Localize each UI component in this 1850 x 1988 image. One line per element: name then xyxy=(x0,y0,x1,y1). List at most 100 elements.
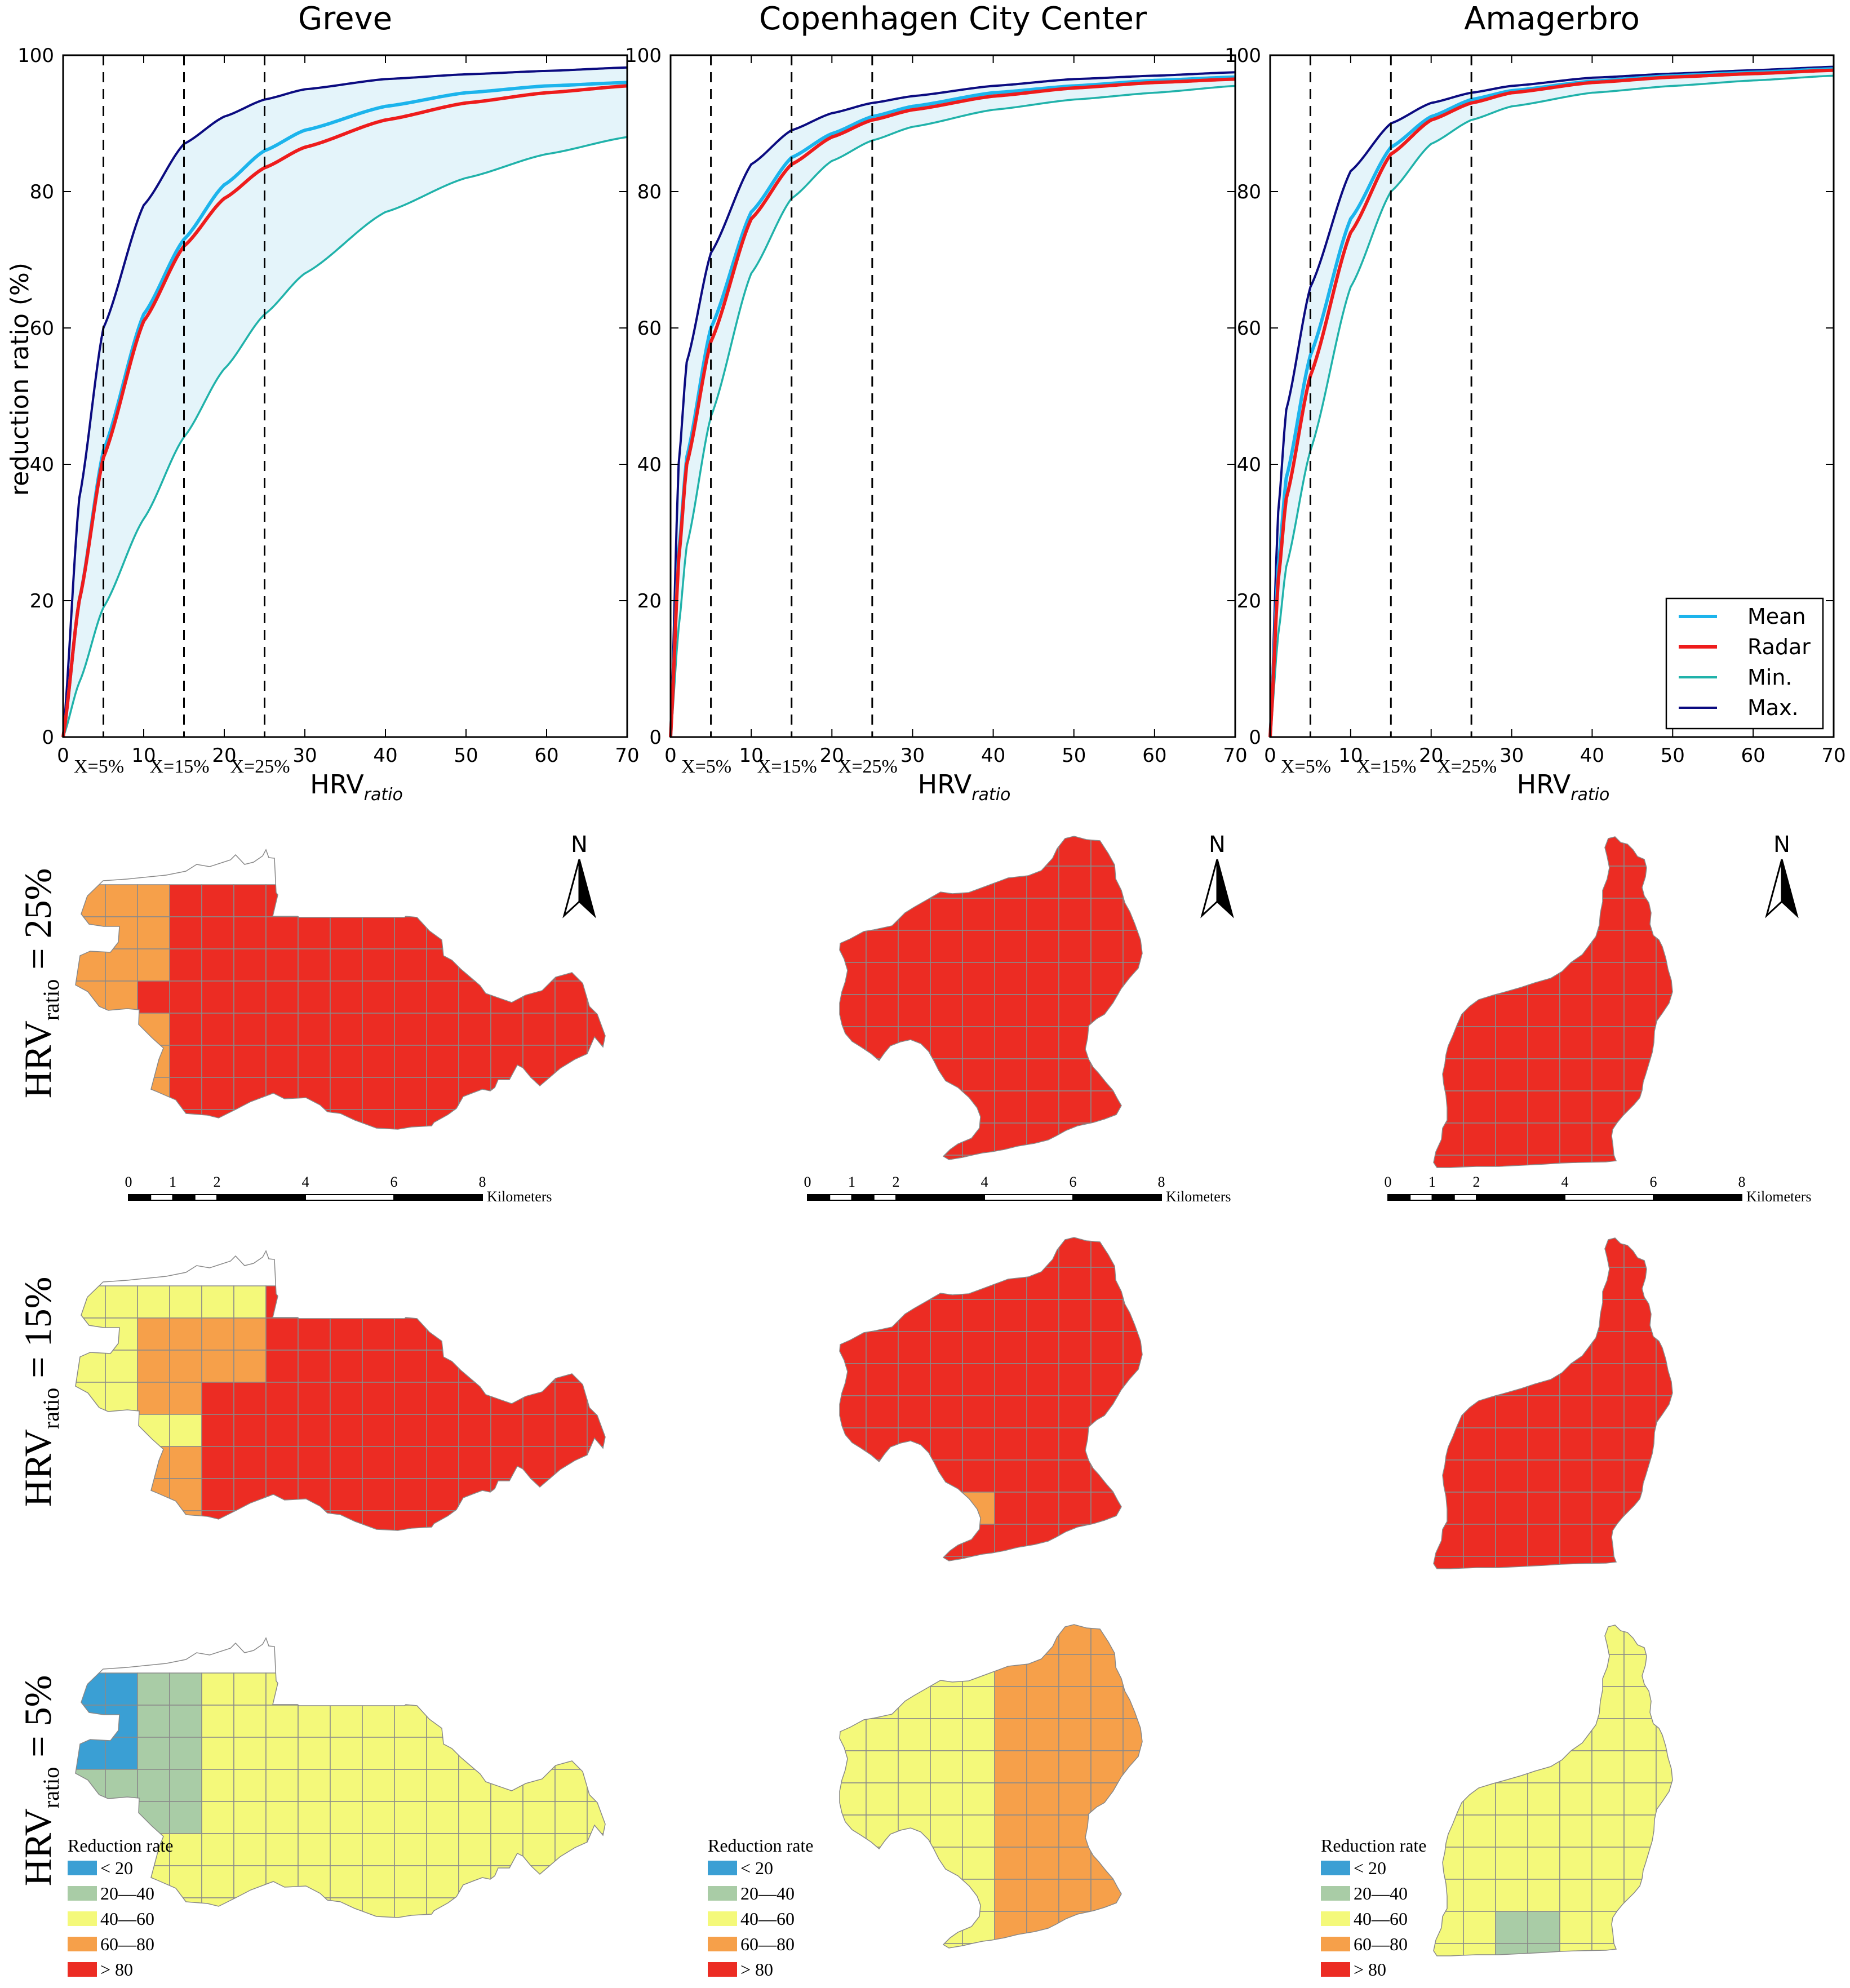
map-cell xyxy=(233,1446,267,1479)
map-cell xyxy=(362,980,395,1014)
map-cell xyxy=(427,1206,459,1238)
map-cell xyxy=(994,1363,1027,1396)
map-cell xyxy=(458,1109,491,1129)
map-cell xyxy=(233,1672,267,1706)
map-cell xyxy=(1090,1750,1124,1783)
map-cell xyxy=(1027,1976,1059,1988)
map-cell xyxy=(1463,930,1496,963)
map-cell xyxy=(105,1414,138,1447)
map-cell xyxy=(554,1865,588,1898)
map-cell xyxy=(330,1930,362,1962)
map-cell xyxy=(994,1782,1027,1816)
map-cell xyxy=(1817,1588,1849,1621)
map-cell xyxy=(619,1962,651,1988)
map-cell xyxy=(1463,1588,1496,1621)
map-cell xyxy=(840,1058,867,1091)
map-cell xyxy=(1688,1911,1720,1943)
x-tick-label: 30 xyxy=(1499,744,1524,767)
map-cell xyxy=(394,1769,427,1802)
map-cell xyxy=(1155,1622,1187,1654)
map-cell xyxy=(1623,1943,1657,1956)
map-cell xyxy=(522,1801,556,1834)
map-cell xyxy=(1219,1428,1252,1460)
map-cell xyxy=(491,1575,523,1607)
map-cell xyxy=(330,1639,362,1671)
map-cell xyxy=(169,1350,202,1383)
map-cell xyxy=(1348,1396,1380,1428)
map-cell xyxy=(330,1543,362,1575)
map-cell xyxy=(1559,1459,1592,1493)
map-cell xyxy=(587,1174,619,1206)
map-cell xyxy=(1252,1524,1284,1556)
x-tick-label: 60 xyxy=(1741,744,1765,767)
map-cell xyxy=(1219,1943,1252,1976)
map-cell xyxy=(1380,930,1412,962)
map-cell xyxy=(1817,1556,1849,1588)
map-cell xyxy=(1559,1686,1592,1719)
map-cell xyxy=(1187,1428,1219,1460)
map-cell xyxy=(1463,1524,1496,1557)
map-cell xyxy=(1316,1187,1348,1219)
map-cell xyxy=(1091,1976,1123,1988)
map-cell xyxy=(362,916,395,949)
map-cell xyxy=(76,1672,106,1706)
map-cell xyxy=(1026,1814,1059,1848)
map-cell xyxy=(394,1285,427,1319)
map-cell xyxy=(866,1976,898,1988)
x-tick-label: 0 xyxy=(57,744,69,767)
map-cell xyxy=(73,1142,105,1174)
map-cell xyxy=(426,1737,459,1770)
map-cell xyxy=(394,1045,427,1078)
map-cell xyxy=(930,1814,963,1848)
map-cell xyxy=(233,916,267,949)
map-cell xyxy=(1187,1815,1219,1847)
map-cell xyxy=(394,1705,427,1738)
map-cell xyxy=(1026,1654,1059,1687)
map-cell xyxy=(1284,1976,1316,1988)
map-cell xyxy=(619,1206,651,1238)
map-legend-swatch xyxy=(68,1911,97,1926)
x-tick-label: 10 xyxy=(131,744,156,767)
map-cell xyxy=(1090,1155,1124,1160)
map-cell xyxy=(330,1382,363,1415)
map-cell xyxy=(1753,1751,1785,1783)
legend-label: Max. xyxy=(1747,695,1799,720)
map-cell xyxy=(490,1478,523,1511)
map-cell xyxy=(1559,1122,1592,1156)
map-cell xyxy=(265,1414,299,1447)
map-legend-label: > 80 xyxy=(1354,1959,1386,1980)
map-cell xyxy=(840,1943,867,1948)
map-cell xyxy=(994,1625,1027,1655)
map-cell xyxy=(76,1414,106,1447)
map-cell xyxy=(490,916,523,949)
map-cell xyxy=(426,1769,459,1802)
map-cell xyxy=(1560,1976,1592,1988)
map-cell xyxy=(995,1187,1027,1219)
map-cell xyxy=(1316,1976,1348,1988)
map-cell xyxy=(1026,1122,1059,1156)
map-cell xyxy=(330,916,363,949)
map-cell xyxy=(1753,1428,1785,1460)
threshold-label: X=15% xyxy=(757,756,817,777)
map-cell xyxy=(1026,1943,1059,1948)
map-cell xyxy=(137,980,170,1014)
map-cell xyxy=(1817,1847,1849,1879)
map-outline xyxy=(839,836,1143,1160)
map-cell xyxy=(1623,837,1657,867)
map-cell xyxy=(1527,1427,1560,1461)
map-cell xyxy=(73,1206,105,1238)
map-cell xyxy=(459,1930,491,1962)
map-cell xyxy=(1785,1091,1817,1123)
map-cell xyxy=(1495,1058,1528,1091)
map-cell xyxy=(1219,1524,1252,1556)
map-cell xyxy=(1434,1155,1464,1168)
map-cell xyxy=(105,1607,137,1639)
map-cell xyxy=(1785,1524,1817,1556)
map-cell xyxy=(1090,1299,1124,1332)
map-cell xyxy=(1090,1058,1124,1091)
map-cell xyxy=(1656,1879,1672,1912)
map-greve xyxy=(73,884,651,1238)
map-cell xyxy=(1155,1751,1187,1783)
